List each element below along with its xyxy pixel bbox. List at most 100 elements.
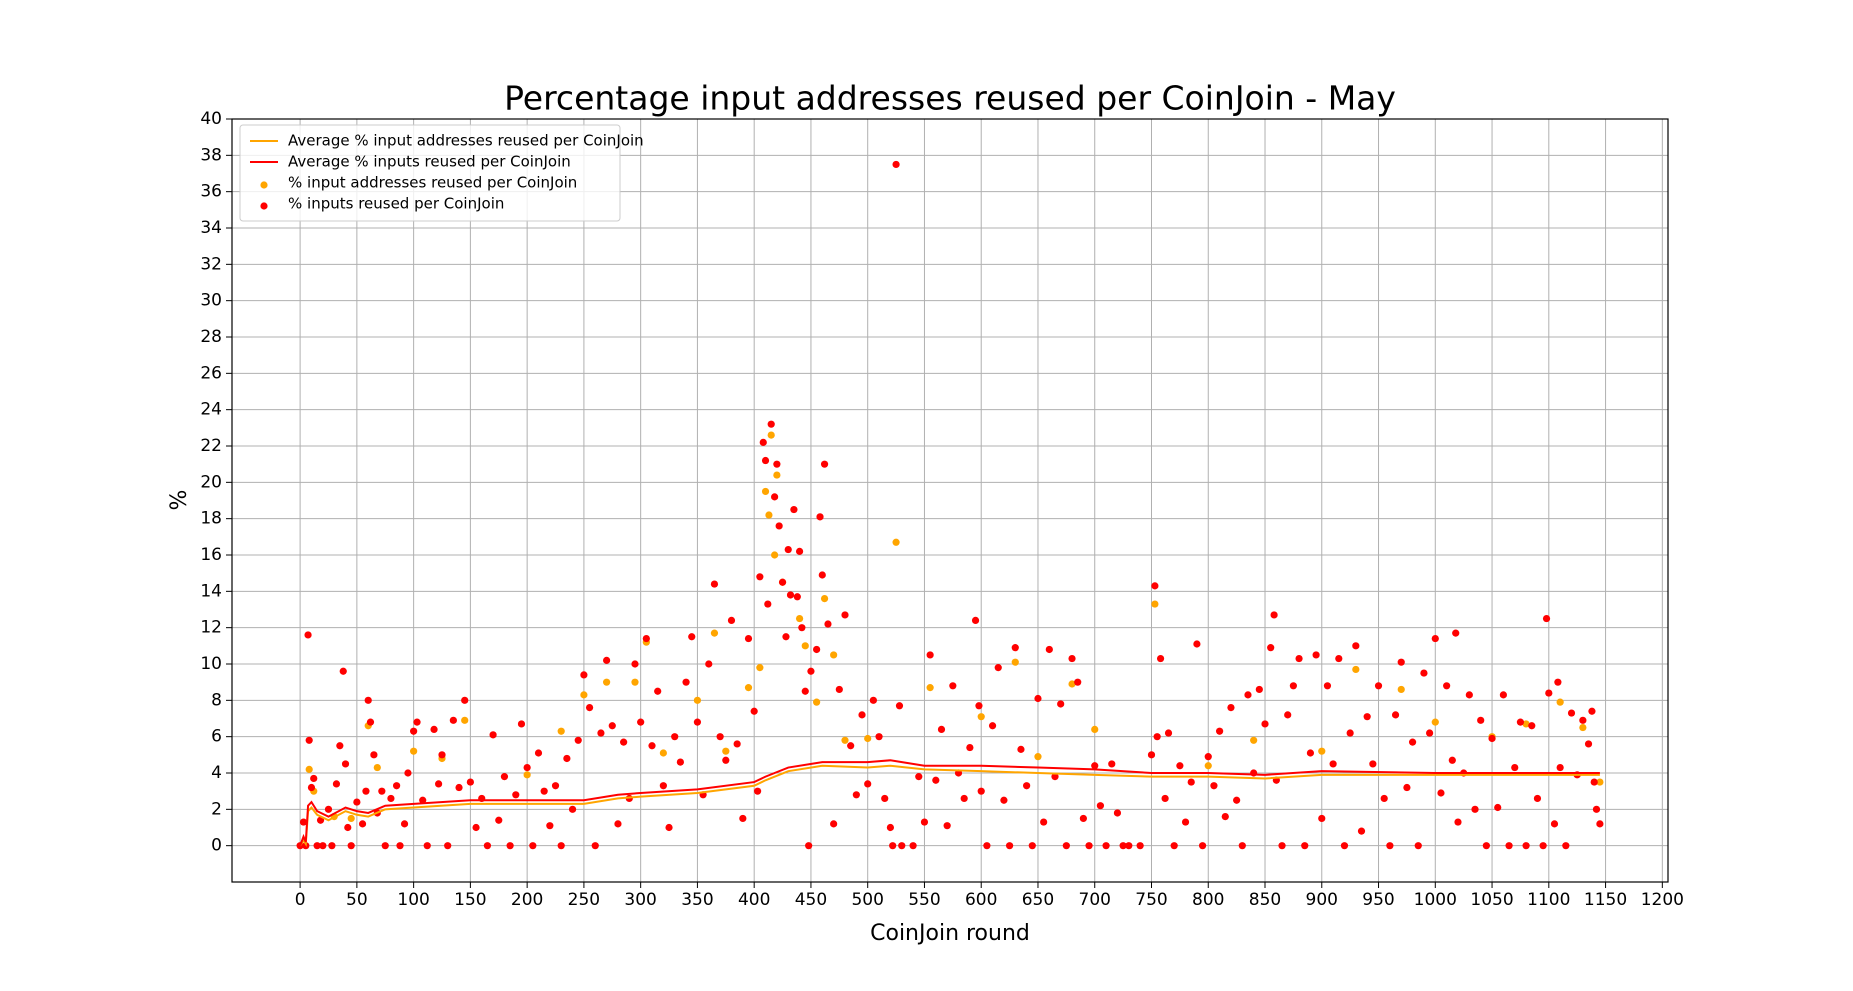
point bbox=[764, 600, 772, 608]
x-tick-label: 1200 bbox=[1641, 890, 1684, 910]
x-tick-label: 350 bbox=[681, 890, 713, 910]
y-tick-label: 0 bbox=[211, 836, 222, 856]
point bbox=[1369, 760, 1377, 768]
point bbox=[886, 823, 895, 832]
y-tick-label: 38 bbox=[200, 145, 222, 165]
point bbox=[889, 842, 897, 850]
point bbox=[1363, 713, 1371, 721]
point bbox=[659, 782, 667, 790]
point bbox=[977, 787, 985, 795]
y-tick-label: 6 bbox=[211, 727, 222, 747]
y-tick-label: 4 bbox=[211, 763, 222, 783]
point bbox=[1420, 669, 1428, 677]
point bbox=[313, 842, 321, 850]
point bbox=[1153, 733, 1161, 741]
point bbox=[1542, 614, 1551, 623]
point bbox=[400, 820, 409, 828]
point bbox=[1161, 794, 1169, 803]
point bbox=[419, 796, 427, 804]
point bbox=[1431, 634, 1439, 643]
point bbox=[847, 742, 855, 750]
point bbox=[1403, 783, 1411, 792]
point bbox=[568, 805, 577, 813]
point bbox=[960, 794, 968, 803]
point bbox=[816, 513, 824, 521]
point bbox=[1102, 842, 1110, 850]
x-tick-label: 650 bbox=[1022, 890, 1054, 910]
point bbox=[759, 438, 767, 446]
point bbox=[1318, 747, 1326, 755]
point bbox=[1312, 651, 1320, 659]
point bbox=[1516, 718, 1525, 726]
point bbox=[1062, 842, 1070, 850]
point bbox=[892, 160, 900, 169]
point bbox=[1233, 796, 1241, 804]
point bbox=[659, 749, 667, 757]
point bbox=[631, 660, 639, 668]
y-tick-label: 2 bbox=[211, 799, 222, 819]
point bbox=[1579, 716, 1587, 724]
point bbox=[1579, 723, 1587, 732]
point bbox=[585, 704, 594, 712]
point bbox=[1522, 842, 1530, 850]
point bbox=[557, 842, 565, 850]
point bbox=[1125, 842, 1133, 850]
point bbox=[534, 749, 543, 757]
point bbox=[1567, 709, 1576, 717]
point bbox=[926, 684, 934, 692]
point bbox=[1079, 814, 1087, 823]
point bbox=[1477, 716, 1485, 724]
point bbox=[529, 842, 537, 850]
point bbox=[773, 471, 781, 479]
point bbox=[620, 738, 628, 746]
point bbox=[1465, 691, 1473, 699]
point bbox=[744, 684, 753, 692]
point bbox=[1204, 753, 1212, 761]
point bbox=[1238, 842, 1246, 850]
point bbox=[500, 773, 509, 781]
x-tick-label: 500 bbox=[851, 890, 883, 910]
ticks: 0 50 100 150 200 250 300 350 400 450 500 550 600 650 7… bbox=[200, 109, 1684, 910]
point bbox=[966, 743, 974, 752]
point bbox=[1136, 842, 1144, 850]
point bbox=[316, 816, 325, 824]
point bbox=[824, 620, 832, 628]
y-tick-label: 26 bbox=[200, 363, 222, 383]
point bbox=[1346, 729, 1354, 737]
legend-label: % inputs reused per CoinJoin bbox=[288, 195, 504, 213]
y-tick-label: 24 bbox=[200, 400, 222, 420]
point bbox=[807, 667, 815, 675]
point bbox=[319, 842, 327, 850]
point bbox=[761, 487, 770, 496]
point bbox=[1380, 794, 1388, 803]
point bbox=[378, 787, 386, 795]
point bbox=[546, 822, 554, 830]
point bbox=[778, 578, 787, 586]
point bbox=[1193, 640, 1201, 648]
point bbox=[1156, 654, 1165, 663]
point bbox=[676, 758, 684, 766]
y-tick-label: 40 bbox=[200, 109, 222, 129]
point bbox=[1533, 794, 1542, 803]
x-tick-label: 300 bbox=[624, 890, 656, 910]
point bbox=[1164, 729, 1173, 737]
point bbox=[983, 842, 991, 850]
point bbox=[1005, 842, 1014, 850]
x-tick-label: 100 bbox=[397, 890, 429, 910]
point bbox=[423, 842, 431, 850]
x-tick-label: 200 bbox=[511, 890, 543, 910]
point bbox=[1386, 842, 1394, 850]
y-tick-label: 12 bbox=[200, 618, 222, 638]
point bbox=[1284, 711, 1292, 719]
point bbox=[1221, 813, 1229, 821]
point bbox=[795, 547, 804, 555]
point bbox=[1108, 760, 1116, 768]
point bbox=[813, 698, 821, 706]
x-tick-label: 950 bbox=[1362, 890, 1394, 910]
point bbox=[328, 842, 336, 850]
point bbox=[1562, 842, 1570, 850]
point bbox=[798, 624, 806, 632]
point bbox=[1074, 678, 1082, 686]
x-tick-label: 850 bbox=[1249, 890, 1281, 910]
